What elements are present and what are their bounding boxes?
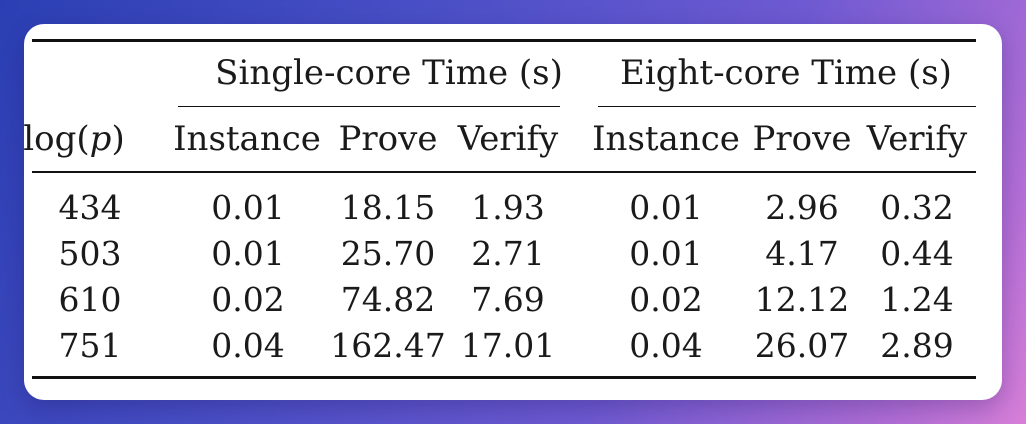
table-row-1-single-prove: 18.15	[340, 188, 436, 227]
table-row-4-logp: 751	[58, 326, 122, 365]
group-single-core-label: Single-core Time (s)	[215, 53, 563, 93]
header-rule	[32, 171, 976, 173]
table-row-4-single-verify: 17.01	[460, 326, 556, 365]
table-row-3-eight-instance: 0.02	[629, 280, 703, 319]
table-row-3-logp: 610	[58, 280, 122, 319]
table-row-2-logp: 503	[58, 234, 122, 273]
table-row-1-single-instance: 0.01	[211, 188, 285, 227]
col-header-single-instance: Instance	[173, 119, 321, 159]
table-row-3-single-verify: 7.69	[471, 280, 545, 319]
table-row-1-logp: 434	[58, 188, 122, 227]
table-row-2-single-verify: 2.71	[471, 234, 545, 273]
group-single-core-rule	[178, 106, 560, 107]
top-rule	[32, 39, 976, 42]
col-header-eight-verify: Verify	[866, 119, 968, 159]
table-row-2-eight-instance: 0.01	[629, 234, 703, 273]
table-row-1-eight-prove: 2.96	[765, 188, 839, 227]
table-row-4-single-prove: 162.47	[330, 326, 446, 365]
row-header-suffix: )	[111, 119, 125, 159]
table-row-4-eight-prove: 26.07	[754, 326, 850, 365]
table-row-4-eight-instance: 0.04	[629, 326, 703, 365]
table-row-3-eight-verify: 1.24	[880, 280, 954, 319]
table-row-3-eight-prove: 12.12	[754, 280, 850, 319]
table-row-3-single-instance: 0.02	[211, 280, 285, 319]
row-header-variable: p	[89, 119, 112, 159]
table-row-2-single-prove: 25.70	[340, 234, 436, 273]
table-row-3-single-prove: 74.82	[340, 280, 436, 319]
row-header-logp: log(p)	[23, 122, 124, 156]
table-row-2-eight-prove: 4.17	[765, 234, 839, 273]
table-row-2-eight-verify: 0.44	[880, 234, 954, 273]
col-header-eight-prove: Prove	[752, 119, 852, 159]
table-row-1-eight-verify: 0.32	[880, 188, 954, 227]
group-eight-core-rule	[598, 106, 976, 107]
col-header-single-prove: Prove	[338, 119, 438, 159]
bottom-rule	[32, 376, 976, 379]
col-header-eight-instance: Instance	[592, 119, 740, 159]
table-row-4-eight-verify: 2.89	[880, 326, 954, 365]
table-card: Single-core Time (s) Eight-core Time (s)…	[23, 24, 1002, 400]
table-row-1-eight-instance: 0.01	[629, 188, 703, 227]
row-header-prefix: log(	[23, 119, 90, 159]
group-eight-core-label: Eight-core Time (s)	[620, 53, 952, 93]
table-row-4-single-instance: 0.04	[211, 326, 285, 365]
table-row-1-single-verify: 1.93	[471, 188, 545, 227]
table-row-2-single-instance: 0.01	[211, 234, 285, 273]
col-header-single-verify: Verify	[457, 119, 559, 159]
